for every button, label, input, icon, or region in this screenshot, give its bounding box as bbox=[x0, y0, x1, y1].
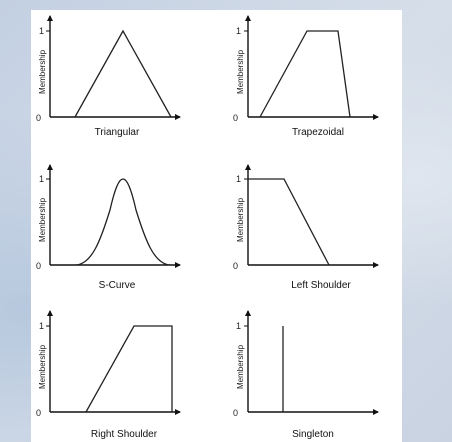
tick-label-one: 1 bbox=[236, 26, 241, 36]
y-axis-label: Membership bbox=[38, 197, 47, 242]
plot-trapezoidal: 1 0 Membership Trapezoidal bbox=[233, 15, 379, 138]
triangular-curve bbox=[74, 29, 172, 118]
caption-s-curve: S-Curve bbox=[99, 280, 136, 291]
caption-triangular: Triangular bbox=[95, 127, 140, 138]
tick-label-zero: 0 bbox=[36, 408, 41, 418]
caption-left-shoulder: Left Shoulder bbox=[291, 280, 351, 291]
left-shoulder-curve bbox=[248, 178, 330, 266]
tick-label-zero: 0 bbox=[233, 261, 238, 271]
tick-label-zero: 0 bbox=[233, 408, 238, 418]
caption-right-shoulder: Right Shoulder bbox=[91, 429, 158, 440]
tick-label-one: 1 bbox=[39, 174, 44, 184]
y-axis-label: Membership bbox=[236, 197, 245, 242]
y-axis-label: Membership bbox=[236, 344, 245, 389]
trapezoidal-curve bbox=[259, 30, 351, 118]
y-axis-label: Membership bbox=[236, 49, 245, 94]
tick-label-one: 1 bbox=[39, 321, 44, 331]
plot-right-shoulder: 1 0 Membership Right Shoulder bbox=[36, 310, 181, 440]
y-axis-label: Membership bbox=[38, 49, 47, 94]
y-axis-label: Membership bbox=[38, 344, 47, 389]
tick-label-one: 1 bbox=[236, 321, 241, 331]
tick-label-one: 1 bbox=[39, 26, 44, 36]
right-shoulder-curve bbox=[85, 325, 173, 413]
caption-trapezoidal: Trapezoidal bbox=[292, 127, 344, 138]
plot-singleton: 1 0 Membership Singleton bbox=[233, 310, 379, 440]
caption-singleton: Singleton bbox=[292, 429, 334, 440]
plot-left-shoulder: 1 0 Membership Left Shoulder bbox=[233, 164, 379, 291]
plot-triangular: 1 0 Membership Triangular bbox=[36, 15, 181, 138]
s-curve bbox=[74, 178, 172, 266]
tick-label-zero: 0 bbox=[233, 113, 238, 123]
tick-label-zero: 0 bbox=[36, 113, 41, 123]
tick-label-zero: 0 bbox=[36, 261, 41, 271]
plot-s-curve: 1 0 Membership S-Curve bbox=[36, 164, 181, 291]
figure-panel bbox=[31, 10, 402, 442]
tick-label-one: 1 bbox=[236, 174, 241, 184]
